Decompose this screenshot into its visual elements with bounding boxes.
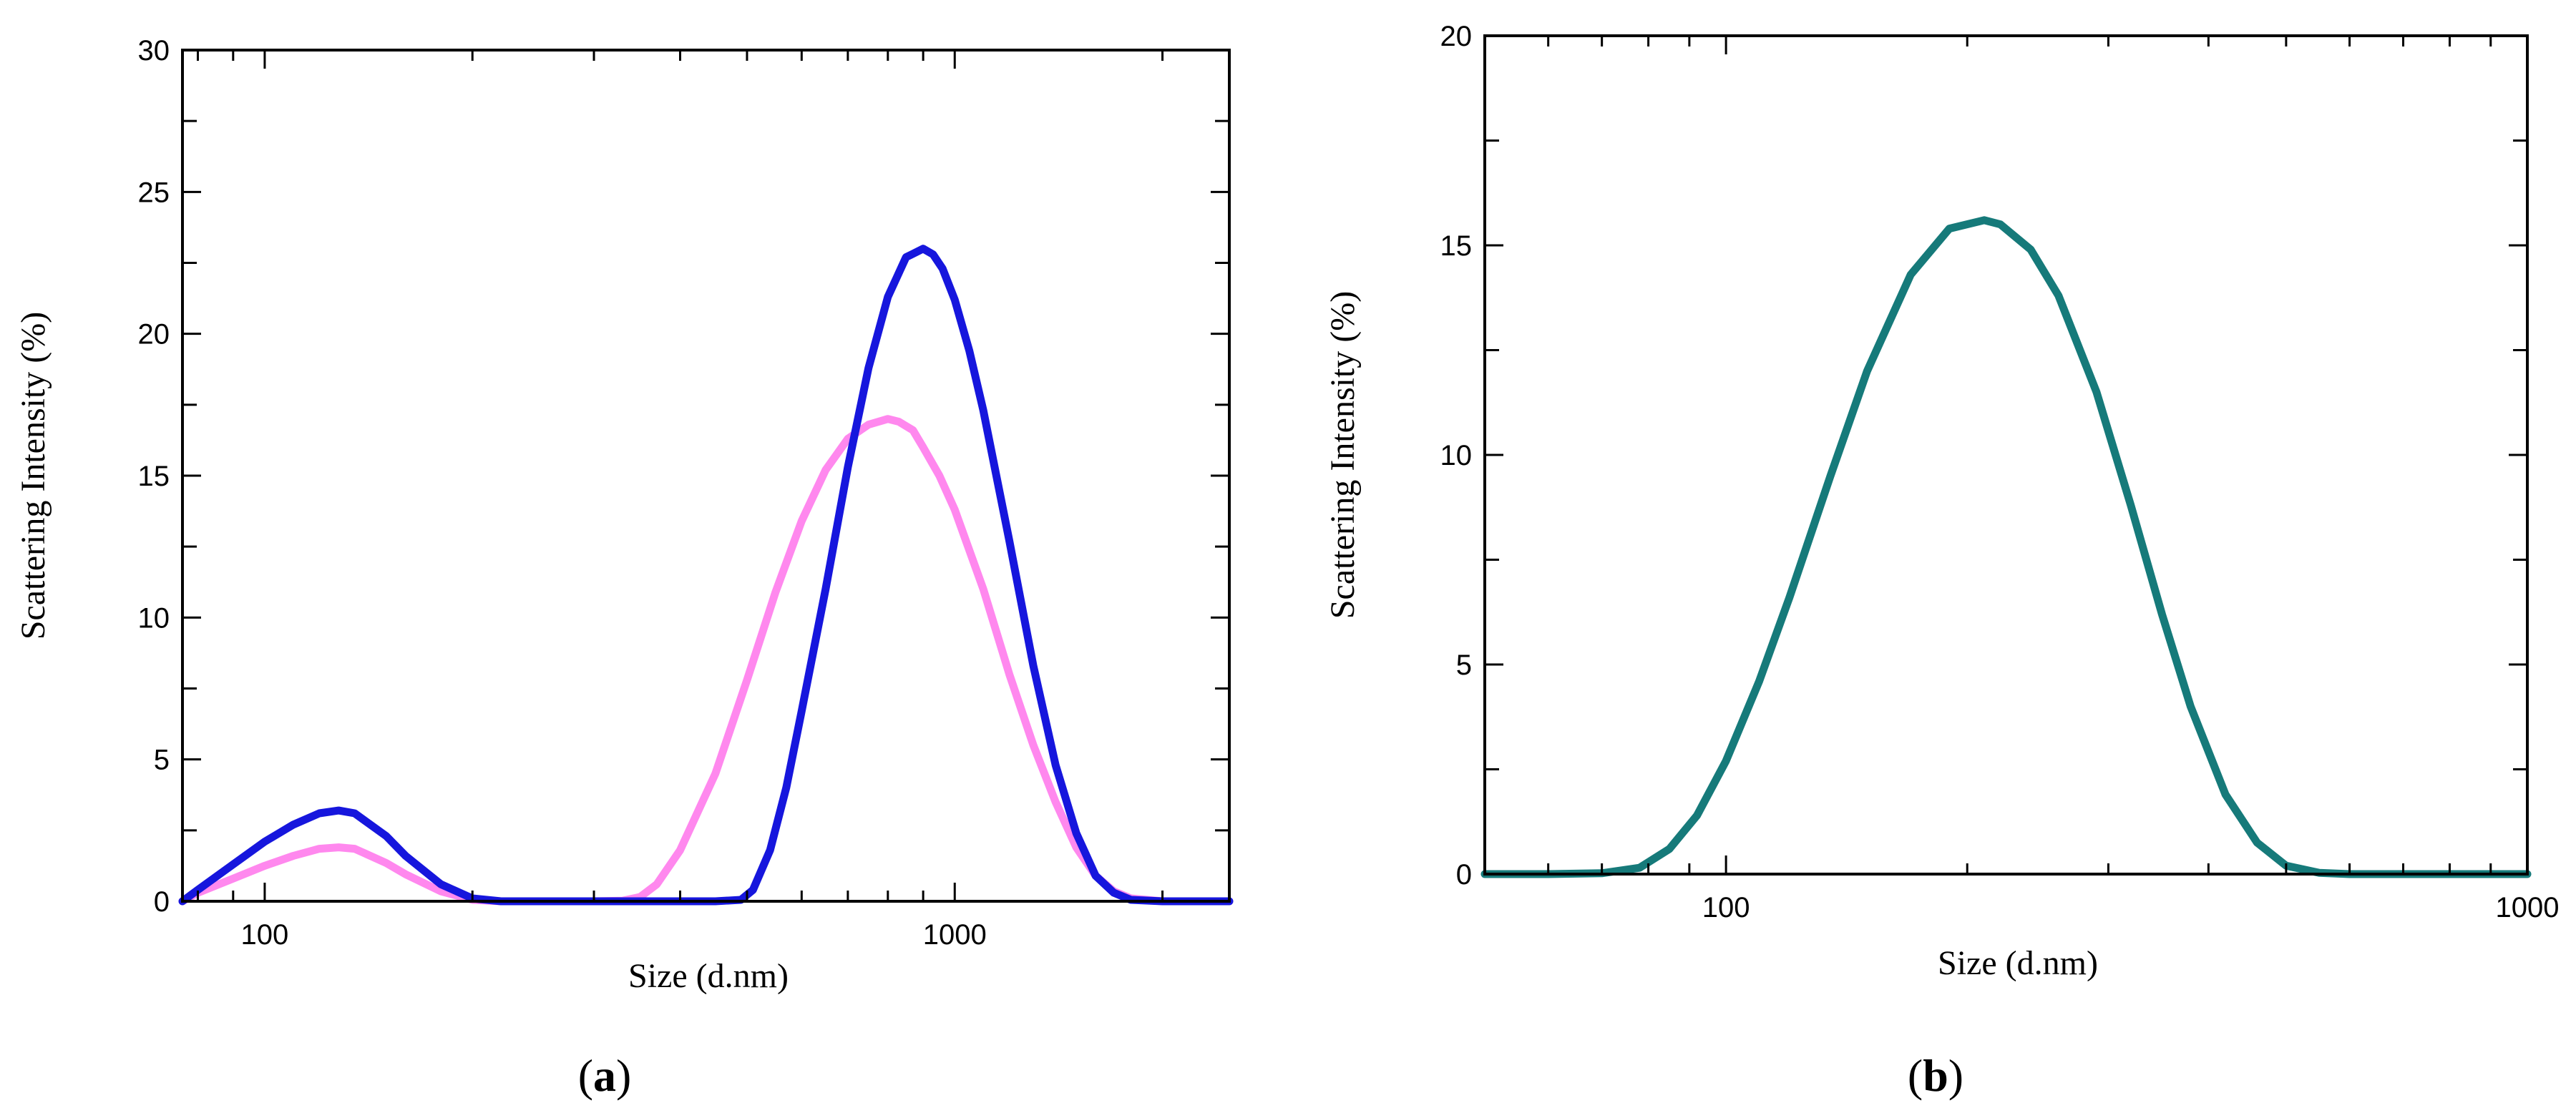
panel-a-y-axis-label: Scattering Intensity (%) <box>14 312 52 640</box>
panel-b-y-tick-label: 5 <box>1456 649 1472 681</box>
panel-a-x-tick-label: 100 <box>241 919 289 951</box>
panel-a-label: (a) <box>578 1050 632 1101</box>
panel-a-label-letter: a <box>593 1050 616 1101</box>
panel-a-y-tick-labels: 0 5 10 15 20 25 30 <box>138 35 170 918</box>
panel-a-y-tick-label: 5 <box>154 745 170 776</box>
panel-b-y-tick-label: 15 <box>1440 230 1473 262</box>
panel-b-label-close: ) <box>1948 1050 1963 1101</box>
panel-b-y-tick-label: 0 <box>1456 859 1472 891</box>
panel-b-label-open: ( <box>1908 1050 1923 1101</box>
panel-a-ticks <box>182 49 1229 903</box>
panel-b-series-teal <box>1480 216 2532 878</box>
panel-b-y-axis-label: Scattering Intensity (%) <box>1324 291 1362 619</box>
panel-a-y-tick-label: 25 <box>138 177 170 208</box>
panel-b-x-axis-label: Size (d.nm) <box>1938 944 2098 982</box>
panel-a-y-tick-label: 30 <box>138 35 170 67</box>
panel-a-curves <box>178 245 1234 906</box>
panel-b-y-tick-labels: 0 5 10 15 20 <box>1440 21 1473 891</box>
panel-a-x-tick-labels: 100 1000 <box>241 919 987 951</box>
panel-a-plot-frame <box>181 49 1231 903</box>
panel-a-series-magenta <box>178 415 1234 906</box>
panel-b-x-tick-labels: 100 1000 <box>1702 892 2560 923</box>
panel-a-y-tick-label: 10 <box>138 602 170 634</box>
panel-b-y-tick-label: 20 <box>1440 21 1473 52</box>
panel-a-chart: 0 5 10 15 20 25 30 100 1000 Size (d.nm) Scatter… <box>14 35 1234 1101</box>
panel-a-label-open: ( <box>578 1050 593 1101</box>
panel-a-label-close: ) <box>616 1050 631 1101</box>
panel-b-chart: 0 5 10 15 20 100 1000 Size (d.nm) Scattering … <box>1324 21 2559 1101</box>
panel-b-x-tick-label: 1000 <box>2496 892 2560 923</box>
panel-b-label: (b) <box>1908 1050 1963 1101</box>
panel-a-y-tick-label: 0 <box>154 886 170 918</box>
panel-b-x-tick-label: 100 <box>1702 892 1750 923</box>
panel-b-y-tick-label: 10 <box>1440 440 1473 471</box>
panel-a-series-blue <box>178 245 1234 906</box>
panel-b-label-letter: b <box>1923 1050 1948 1101</box>
panel-a-x-tick-label: 1000 <box>923 919 987 951</box>
panel-a-x-axis-label: Size (d.nm) <box>628 957 789 995</box>
panel-b-curves <box>1480 216 2532 878</box>
panel-a-y-tick-label: 20 <box>138 319 170 350</box>
panel-b-ticks <box>1485 34 2529 876</box>
panel-a-y-tick-label: 15 <box>138 461 170 492</box>
panel-b-plot-frame <box>1483 34 2529 876</box>
